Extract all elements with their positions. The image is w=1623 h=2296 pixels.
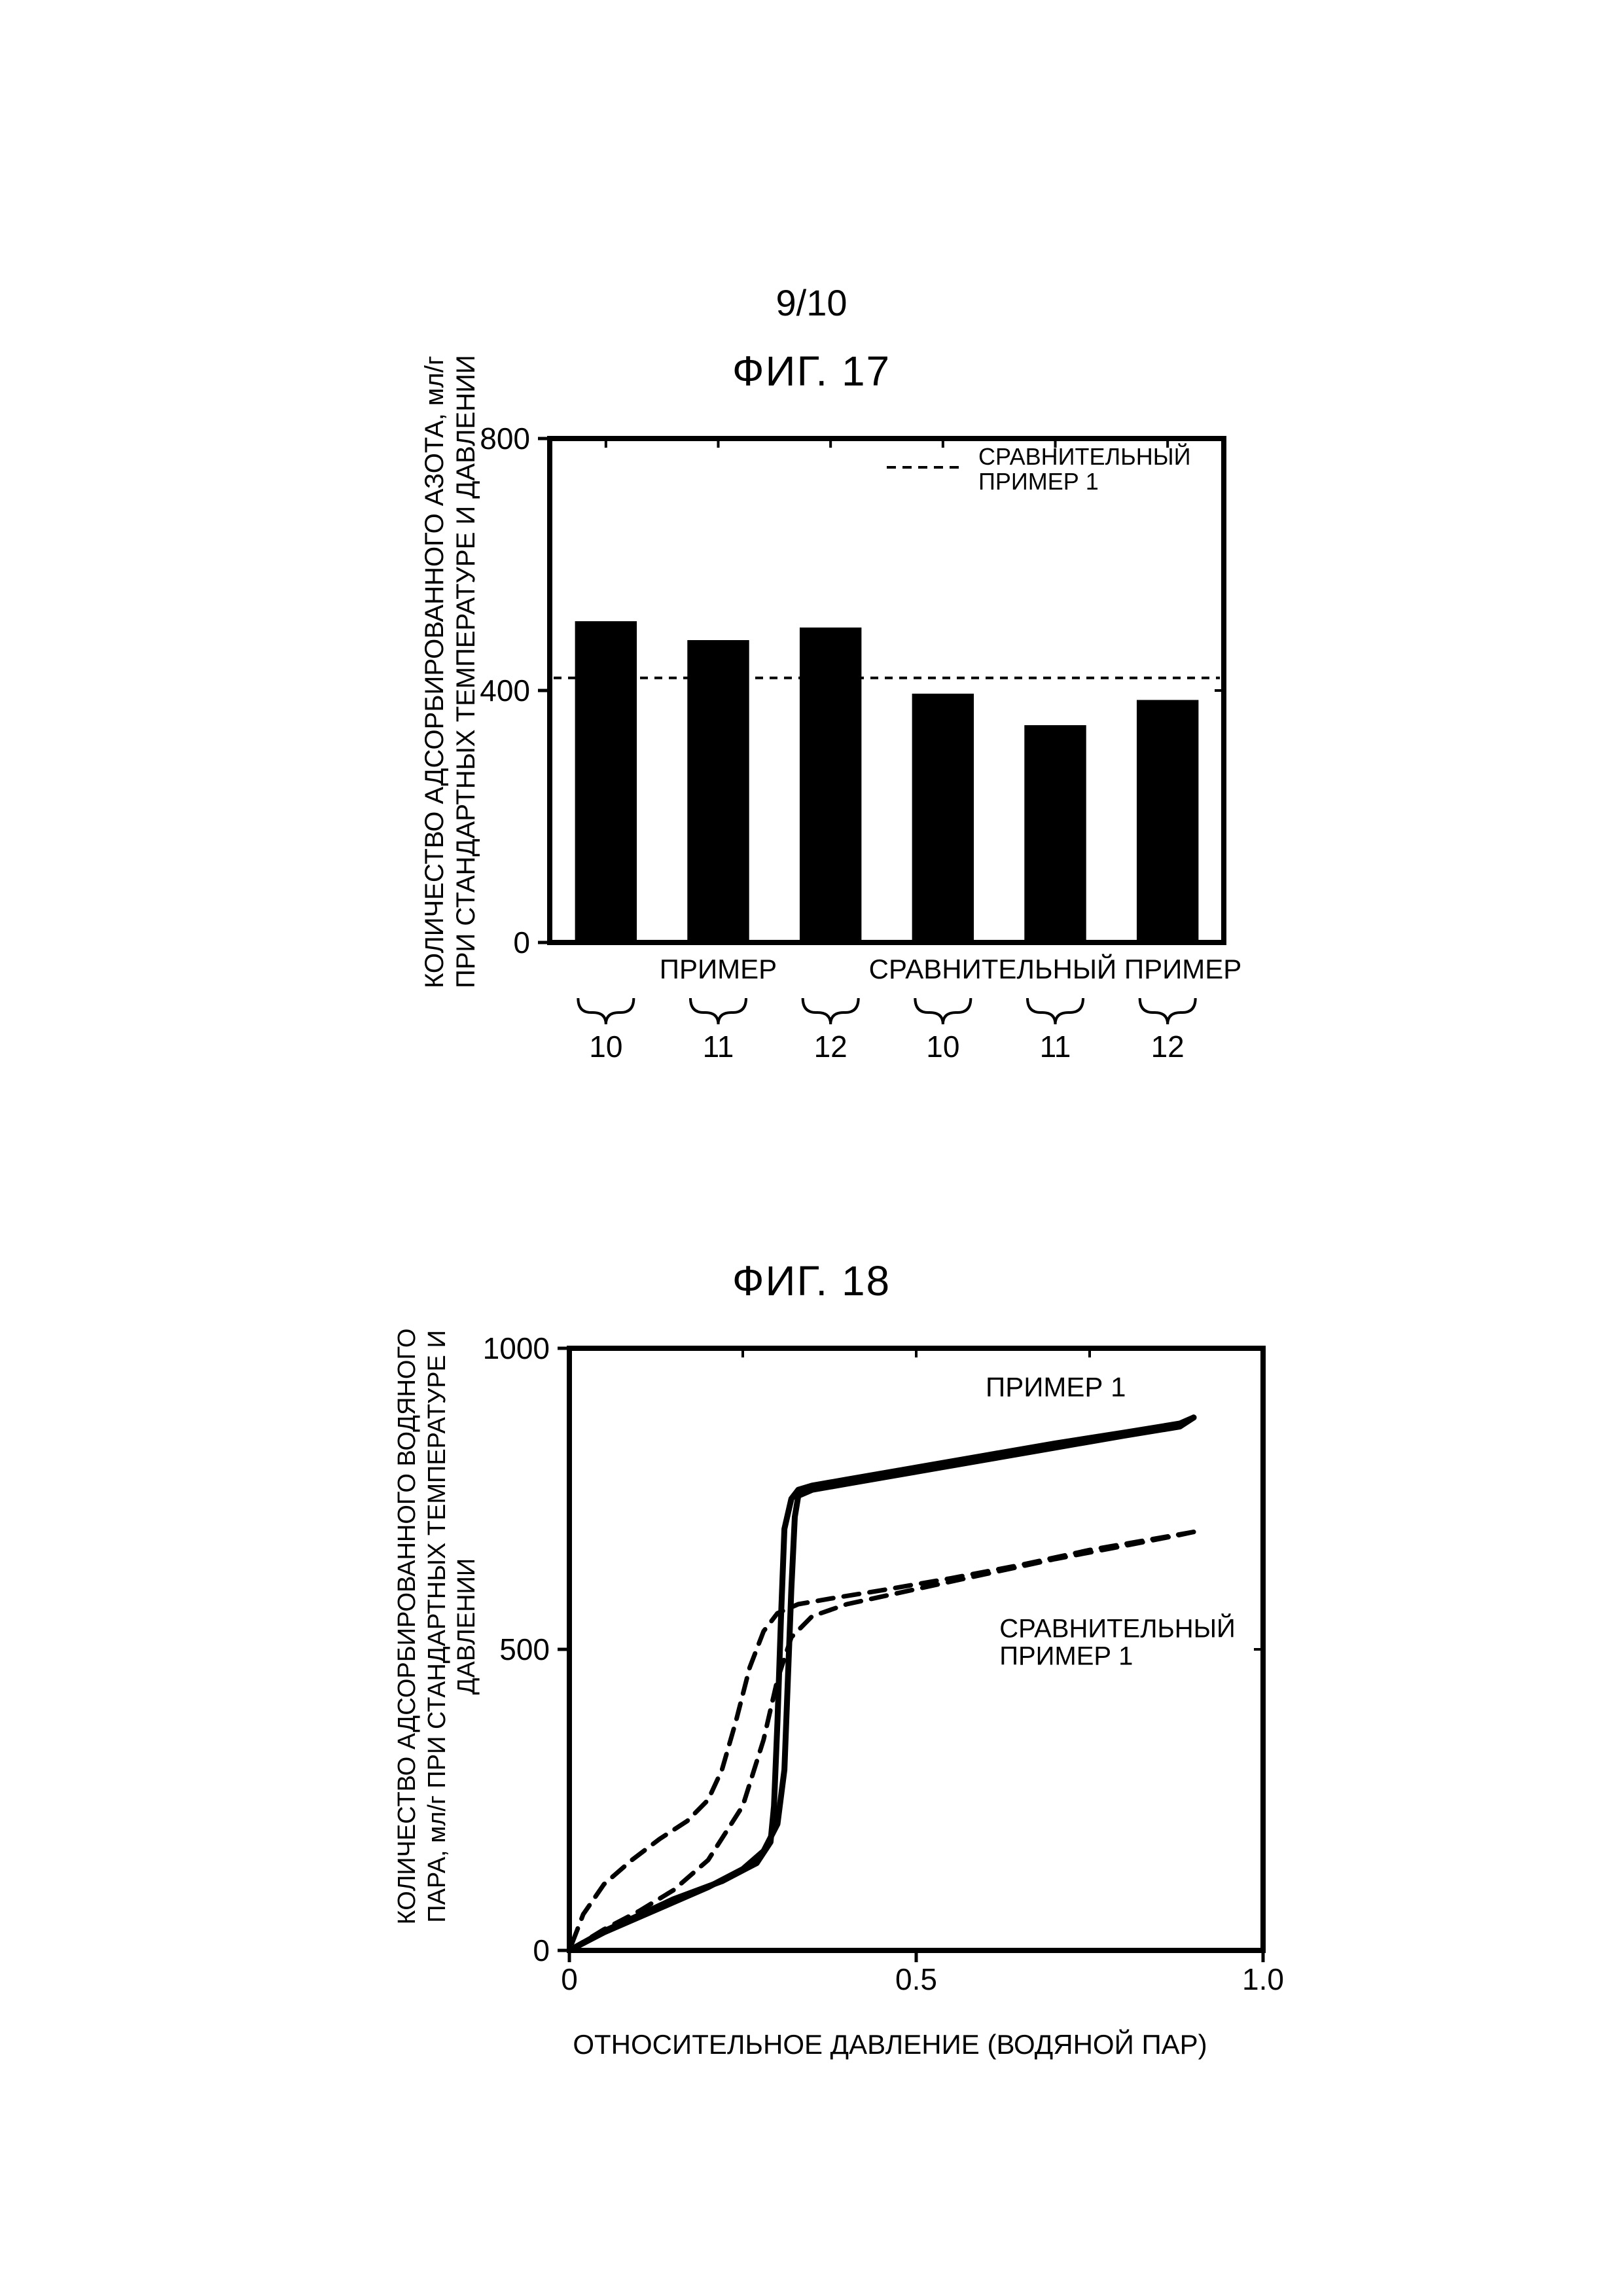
svg-text:0: 0 bbox=[561, 1962, 578, 1996]
svg-text:500: 500 bbox=[499, 1632, 550, 1666]
fig17-chart: 0 400 800 СРАВНИТЕЛЬНЫЙПРИМЕР 1 ПРИМЕР СРАВНИ… bbox=[458, 412, 1270, 1100]
svg-text:11: 11 bbox=[1040, 1030, 1071, 1064]
svg-text:0: 0 bbox=[513, 925, 530, 960]
fig18-title: ФИГ. 18 bbox=[0, 1257, 1623, 1305]
page-root: 9/10 ФИГ. 17 0 400 800 СРАВНИТЕЛЬНЫЙПРИМЕР … bbox=[0, 0, 1623, 2296]
page-number: 9/10 bbox=[0, 281, 1623, 324]
fig18-ylabel: КОЛИЧЕСТВО АДСОРБИРОВАННОГО ВОДЯНОГО ПАР… bbox=[393, 1316, 482, 1937]
svg-text:ПРИМЕР 1: ПРИМЕР 1 bbox=[986, 1372, 1126, 1403]
svg-text:10: 10 bbox=[589, 1030, 622, 1064]
svg-text:400: 400 bbox=[480, 673, 530, 708]
svg-text:СРАВНИТЕЛЬНЫЙПРИМЕР 1: СРАВНИТЕЛЬНЫЙПРИМЕР 1 bbox=[999, 1613, 1236, 1671]
fig18-xlabel: ОТНОСИТЕЛЬНОЕ ДАВЛЕНИЕ (ВОДЯНОЙ ПАР) bbox=[497, 2029, 1283, 2060]
svg-text:800: 800 bbox=[480, 422, 530, 456]
svg-text:ПРИМЕР: ПРИМЕР bbox=[660, 954, 777, 984]
fig17-title: ФИГ. 17 bbox=[0, 347, 1623, 395]
fig18-svg: 0 500 1000 0 0.5 1.0 ПРИМЕР 1 СРАВНИТЕЛЬНЫЙПРИМ… bbox=[458, 1322, 1309, 2029]
svg-text:1000: 1000 bbox=[483, 1331, 550, 1365]
svg-text:0: 0 bbox=[533, 1933, 550, 1967]
svg-text:11: 11 bbox=[703, 1030, 734, 1064]
svg-text:12: 12 bbox=[1151, 1030, 1185, 1064]
fig18-chart: 0 500 1000 0 0.5 1.0 ПРИМЕР 1 СРАВНИТЕЛЬНЫЙПРИМ… bbox=[458, 1322, 1309, 2029]
fig17-svg: 0 400 800 СРАВНИТЕЛЬНЫЙПРИМЕР 1 ПРИМЕР СРАВНИ… bbox=[458, 412, 1270, 1100]
svg-text:СРАВНИТЕЛЬНЫЙПРИМЕР 1: СРАВНИТЕЛЬНЫЙПРИМЕР 1 bbox=[978, 442, 1191, 495]
svg-text:10: 10 bbox=[926, 1030, 959, 1064]
svg-text:12: 12 bbox=[814, 1030, 847, 1064]
svg-text:СРАВНИТЕЛЬНЫЙ ПРИМЕР: СРАВНИТЕЛЬНЫЙ ПРИМЕР bbox=[869, 953, 1242, 984]
fig17-ylabel: КОЛИЧЕСТВО АДСОРБИРОВАННОГО АЗОТА, мл/г … bbox=[419, 419, 482, 988]
svg-text:0.5: 0.5 bbox=[895, 1962, 937, 1996]
svg-text:1.0: 1.0 bbox=[1242, 1962, 1284, 1996]
